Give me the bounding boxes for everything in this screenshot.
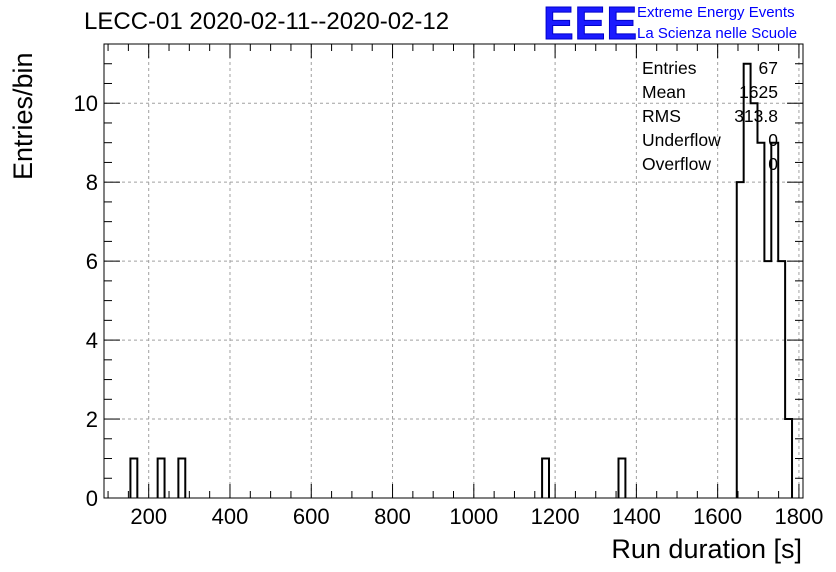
stat-name: Mean: [642, 82, 686, 102]
x-axis-label: Run duration [s]: [611, 534, 802, 564]
histogram-bin-group: [177, 457, 187, 498]
y-tick-label: 6: [86, 249, 98, 274]
axis-ticks: [104, 43, 803, 499]
histogram-bars: [129, 62, 794, 498]
y-tick-label: 2: [86, 407, 98, 432]
x-tick-label: 1200: [531, 504, 580, 529]
stat-name: RMS: [642, 106, 681, 126]
stat-value: 0: [768, 154, 778, 174]
stat-name: Entries: [642, 58, 697, 78]
stat-row-overflow: Overflow 0: [640, 154, 780, 178]
histogram-bin-group: [617, 457, 627, 498]
chart-title: LECC-01 2020-02-11--2020-02-12: [84, 8, 450, 35]
y-tick-label: 0: [86, 486, 98, 511]
logo-line-2: La Scienza nelle Scuole: [637, 25, 798, 42]
logo-line-1: Extreme Energy Events: [637, 4, 795, 21]
y-tick-label: 8: [86, 170, 98, 195]
histogram-bin-group: [156, 457, 166, 498]
stat-row-entries: Entries 67: [640, 58, 780, 82]
stat-name: Overflow: [642, 154, 712, 174]
x-tick-label: 400: [212, 504, 249, 529]
y-tick-label: 4: [86, 328, 98, 353]
x-tick-label: 1800: [774, 504, 823, 529]
stats-box: Entries 67 Mean 1625 RMS 313.8 Underflow…: [640, 58, 780, 178]
stat-row-underflow: Underflow 0: [640, 130, 780, 154]
histogram-bin-group: [735, 62, 794, 498]
stat-value: 0: [768, 130, 778, 150]
histogram-bin-group: [129, 457, 139, 498]
stat-value: 67: [758, 58, 778, 78]
y-tick-label: 10: [74, 91, 98, 116]
stat-value: 313.8: [734, 106, 778, 126]
x-tick-label: 1600: [693, 504, 742, 529]
stat-row-mean: Mean 1625: [640, 82, 780, 106]
x-tick-label: 800: [374, 504, 411, 529]
eee-logo: EEE: [542, 0, 639, 50]
axis-tick-labels: 200 400 600 800 1000 1200 1400 1600 1800 0 2 4 6 8 10: [74, 91, 824, 529]
x-tick-label: 1000: [449, 504, 498, 529]
grid-lines: [104, 44, 803, 498]
x-tick-label: 200: [130, 504, 167, 529]
x-tick-label: 1400: [612, 504, 661, 529]
x-tick-label: 600: [293, 504, 330, 529]
y-axis-label: Entries/bin: [8, 52, 38, 180]
stat-value: 1625: [739, 82, 778, 102]
stat-name: Underflow: [642, 130, 721, 150]
stat-row-rms: RMS 313.8: [640, 106, 780, 130]
histogram-bin-group: [541, 457, 551, 498]
